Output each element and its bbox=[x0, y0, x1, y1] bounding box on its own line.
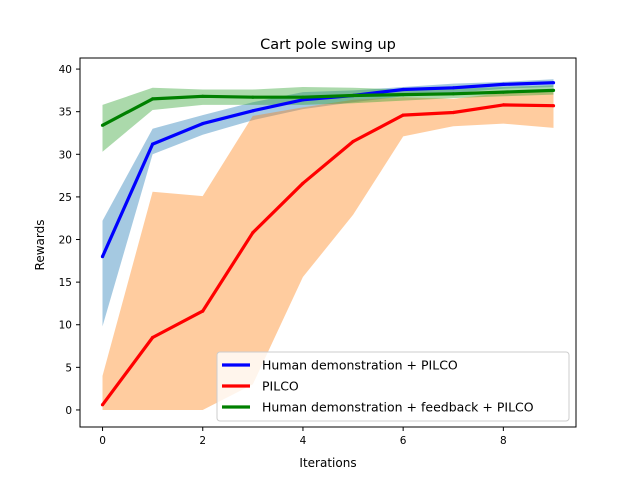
data-point bbox=[501, 82, 505, 86]
data-point bbox=[551, 81, 556, 85]
y-axis-ticks: 0 5 10 15 20 25 30 35 40 bbox=[59, 64, 80, 417]
series-line-1 bbox=[101, 103, 554, 406]
y-tick-label: 5 bbox=[65, 362, 72, 374]
legend: Human demonstration + PILCO PILCO Human de… bbox=[216, 351, 570, 422]
data-point bbox=[551, 88, 556, 92]
x-tick-label: 2 bbox=[199, 435, 206, 447]
y-tick-label: 40 bbox=[59, 64, 72, 76]
data-point bbox=[201, 122, 205, 126]
data-point bbox=[451, 110, 455, 115]
legend-label-1: PILCO bbox=[262, 379, 299, 394]
data-point bbox=[201, 94, 205, 98]
y-axis-label: Rewards bbox=[33, 220, 47, 271]
data-point bbox=[451, 86, 455, 90]
data-point bbox=[401, 113, 405, 117]
data-point bbox=[451, 92, 455, 96]
data-point bbox=[351, 93, 355, 98]
y-tick-label: 15 bbox=[59, 277, 72, 289]
data-point bbox=[501, 90, 505, 94]
data-point bbox=[401, 93, 405, 97]
series-line-2 bbox=[101, 88, 554, 127]
confidence-band-1 bbox=[102, 92, 554, 410]
data-point bbox=[301, 95, 305, 99]
x-axis-label: Iterations bbox=[299, 456, 356, 470]
y-tick-label: 35 bbox=[59, 107, 72, 119]
series-lines bbox=[100, 81, 556, 407]
data-point bbox=[251, 231, 255, 235]
data-point bbox=[151, 97, 155, 101]
y-tick-label: 25 bbox=[59, 192, 72, 204]
y-tick-label: 30 bbox=[59, 149, 72, 161]
legend-label-2: Human demonstration + feedback + PILCO bbox=[262, 400, 534, 415]
data-point bbox=[100, 255, 105, 259]
y-tick-label: 20 bbox=[59, 235, 72, 247]
chart-title: Cart pole swing up bbox=[260, 37, 396, 53]
x-tick-label: 4 bbox=[300, 435, 307, 447]
data-point bbox=[301, 181, 305, 185]
data-point bbox=[151, 142, 155, 146]
y-tick-label: 0 bbox=[65, 405, 72, 417]
data-point bbox=[151, 335, 155, 340]
y-tick-label: 10 bbox=[59, 320, 72, 332]
legend-label-0: Human demonstration + PILCO bbox=[262, 358, 458, 373]
confidence-band-2 bbox=[102, 85, 554, 152]
plot-area-frame bbox=[79, 57, 577, 428]
x-tick-label: 6 bbox=[400, 435, 407, 447]
data-point bbox=[100, 123, 105, 127]
x-tick-label: 8 bbox=[500, 435, 507, 447]
data-point bbox=[251, 109, 255, 113]
data-point bbox=[551, 104, 556, 108]
confidence-bands bbox=[102, 79, 554, 410]
x-axis-ticks: 0 2 4 6 8 bbox=[99, 427, 507, 447]
data-point bbox=[251, 95, 255, 99]
x-tick-label: 0 bbox=[99, 435, 106, 447]
data-point bbox=[100, 403, 105, 407]
data-point bbox=[301, 98, 305, 102]
data-point bbox=[351, 139, 355, 144]
data-point bbox=[201, 309, 205, 313]
legend-box bbox=[216, 351, 570, 422]
data-point bbox=[401, 87, 405, 92]
data-point bbox=[501, 103, 505, 107]
